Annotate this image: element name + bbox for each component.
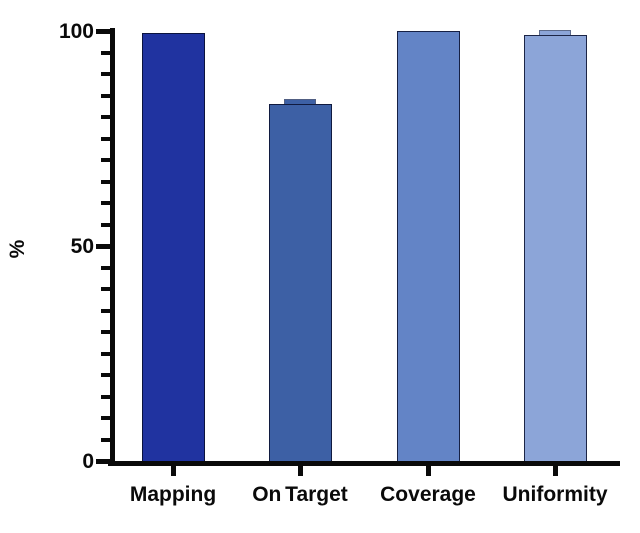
- y-minor-tick: [101, 437, 112, 442]
- x-category-tick: [298, 464, 303, 476]
- y-minor-tick: [101, 201, 112, 205]
- y-minor-tick: [101, 93, 112, 98]
- y-major-tick: [96, 28, 112, 34]
- y-minor-tick: [101, 136, 112, 141]
- y-tick-label: 50: [70, 235, 94, 258]
- bar-mapping: [141, 33, 205, 464]
- category-label: Mapping: [129, 483, 217, 506]
- bar-coverage: [396, 31, 460, 464]
- y-minor-tick: [101, 330, 112, 334]
- y-minor-tick: [101, 394, 112, 399]
- bar-on-target: [268, 104, 332, 464]
- y-minor-tick: [101, 308, 112, 313]
- bar-uniformity: [523, 35, 587, 464]
- category-label: On Target: [252, 483, 348, 506]
- y-minor-tick: [101, 72, 112, 76]
- y-minor-tick: [101, 351, 112, 356]
- x-category-tick: [426, 464, 431, 476]
- x-axis-line: [108, 461, 620, 466]
- category-label: Coverage: [380, 483, 476, 506]
- y-axis-label: %: [6, 239, 29, 259]
- y-minor-tick: [101, 287, 112, 291]
- y-tick-label: 0: [82, 450, 94, 473]
- y-major-tick: [96, 243, 112, 249]
- category-label: Uniformity: [502, 483, 608, 506]
- y-minor-tick: [101, 222, 112, 227]
- y-tick-label: 100: [58, 20, 94, 43]
- y-minor-tick: [101, 265, 112, 270]
- y-minor-tick: [101, 50, 112, 55]
- y-major-tick: [96, 458, 112, 464]
- y-minor-tick: [101, 373, 112, 377]
- y-minor-tick: [101, 179, 112, 184]
- y-minor-tick: [101, 115, 112, 119]
- x-category-tick: [171, 464, 176, 476]
- y-minor-tick: [101, 416, 112, 420]
- y-axis-line: [110, 28, 115, 466]
- y-minor-tick: [101, 158, 112, 162]
- x-category-tick: [553, 464, 558, 476]
